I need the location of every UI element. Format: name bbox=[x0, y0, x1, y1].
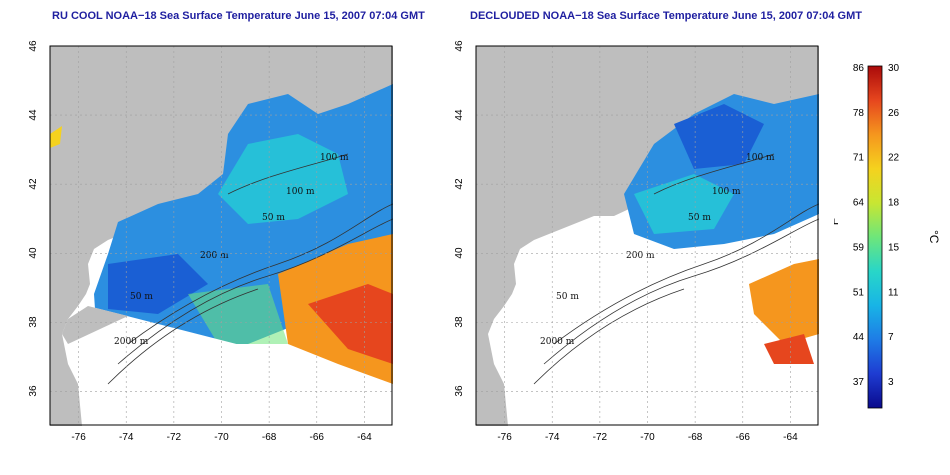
colorbar-c-tick: 26 bbox=[888, 108, 900, 119]
contour-100m bbox=[653, 153, 775, 195]
lat-tick-label: 46 bbox=[28, 40, 39, 52]
sst-patch-blue bbox=[674, 104, 764, 169]
colorbar-c-tick: 30 bbox=[888, 63, 900, 74]
swath-gap bbox=[82, 306, 393, 426]
colorbar-f-tick: 71 bbox=[853, 153, 865, 164]
colorbar-svg: 86 78 71 64 59 51 44 37 30 26 22 18 15 11 7 3 °F °C bbox=[827, 63, 941, 409]
colorbar-f-tick: 51 bbox=[853, 287, 865, 298]
title-left: RU COOL NOAA−18 Sea Surface Temperature … bbox=[52, 10, 425, 22]
lat-tick-label: 36 bbox=[28, 385, 39, 398]
sst-patch-green bbox=[188, 284, 288, 344]
lon-tick-label: -70 bbox=[214, 432, 229, 443]
map-raw: 100 m 100 m 50 m 200 m 50 m 2000 m bbox=[49, 45, 393, 426]
colorbar-f-tick: 64 bbox=[853, 198, 865, 209]
contour-label: 50 m bbox=[130, 292, 153, 302]
lon-tick-label: -76 bbox=[71, 432, 86, 443]
lat-tick-label: 38 bbox=[454, 316, 465, 328]
lon-tick-label: -64 bbox=[783, 432, 798, 443]
contour-50m bbox=[533, 288, 685, 385]
colorbar-f-tick: 59 bbox=[853, 242, 865, 253]
lat-tick-label: 40 bbox=[454, 247, 465, 259]
lat-tick-label: 36 bbox=[454, 385, 465, 398]
contour-label: 200 m bbox=[626, 251, 655, 261]
colorbar-f-tick: 86 bbox=[853, 63, 865, 74]
map-panel-raw: 100 m 100 m 50 m 200 m 50 m 2000 m bbox=[48, 44, 393, 428]
contour-label: 50 m bbox=[688, 213, 711, 223]
sst-patch-blue bbox=[108, 254, 208, 314]
lon-tick-label: -76 bbox=[497, 432, 512, 443]
sst-patch-red bbox=[308, 284, 393, 364]
colorbar-c-tick: 7 bbox=[888, 332, 894, 343]
lat-tick-label: 40 bbox=[28, 247, 39, 259]
sst-edge-yellow bbox=[50, 126, 62, 148]
sst-patch-cyan bbox=[634, 174, 734, 234]
sst-patch-cyan bbox=[218, 134, 348, 224]
contour-label: 50 m bbox=[556, 292, 579, 302]
contour-label: 100 m bbox=[320, 153, 349, 163]
colorbar-c-tick: 22 bbox=[888, 153, 900, 164]
contour-label: 2000 m bbox=[540, 337, 575, 347]
title-right: DECLOUDED NOAA−18 Sea Surface Temperatur… bbox=[470, 10, 862, 22]
colorbar-c-unit: °C bbox=[927, 230, 941, 244]
lat-tick-label: 44 bbox=[454, 109, 465, 121]
contour-50m bbox=[107, 288, 259, 385]
colorbar-f-tick: 44 bbox=[853, 332, 865, 343]
sst-patch-red bbox=[764, 334, 814, 364]
lon-tick-label: -64 bbox=[357, 432, 372, 443]
contour-200m bbox=[553, 203, 819, 345]
lon-tick-label: -66 bbox=[735, 432, 750, 443]
contour-label: 100 m bbox=[712, 187, 741, 197]
lon-tick-label: -68 bbox=[261, 432, 277, 443]
contour-100m bbox=[227, 153, 349, 195]
map-frame bbox=[49, 45, 393, 426]
contour-2000m bbox=[117, 218, 393, 365]
contour-label: 2000 m bbox=[114, 337, 149, 347]
lat-tick-label: 44 bbox=[28, 109, 39, 121]
colorbar-c-tick: 15 bbox=[888, 242, 900, 253]
lon-tick-label: -66 bbox=[309, 432, 324, 443]
lat-tick-label: 42 bbox=[454, 178, 465, 190]
colorbar: 86 78 71 64 59 51 44 37 30 26 22 18 15 11 7 3 °F °C bbox=[827, 58, 944, 418]
colorbar-c-tick: 18 bbox=[888, 198, 900, 209]
lon-tick-label: -74 bbox=[544, 432, 560, 443]
lat-tick-label: 46 bbox=[454, 40, 465, 52]
contour-2000m bbox=[543, 218, 819, 365]
contour-label: 50 m bbox=[262, 213, 285, 223]
colorbar-gradient bbox=[867, 65, 883, 409]
sst-patch-orange bbox=[749, 259, 819, 344]
land-coast-south bbox=[62, 306, 128, 344]
contour-200m bbox=[127, 203, 393, 345]
colorbar-f-tick: 37 bbox=[853, 377, 865, 388]
lon-tick-label: -74 bbox=[118, 432, 134, 443]
lon-tick-label: -72 bbox=[592, 432, 608, 443]
colorbar-c-tick: 11 bbox=[888, 287, 899, 298]
map-panel-declouded: 100 m 100 m 50 m 200 m 50 m 2000 m bbox=[474, 44, 819, 428]
lon-tick-label: -70 bbox=[640, 432, 655, 443]
lat-tick-label: 42 bbox=[28, 178, 39, 190]
map-frame bbox=[475, 45, 819, 426]
lat-tick-label: 38 bbox=[28, 316, 39, 328]
lon-tick-label: -72 bbox=[166, 432, 182, 443]
colorbar-f-unit: °F bbox=[834, 218, 841, 230]
contour-label: 200 m bbox=[200, 251, 229, 261]
colorbar-c-tick: 3 bbox=[888, 377, 894, 388]
colorbar-f-tick: 78 bbox=[853, 108, 865, 119]
lon-tick-label: -68 bbox=[687, 432, 703, 443]
contour-label: 100 m bbox=[286, 187, 315, 197]
contour-label: 100 m bbox=[746, 153, 775, 163]
map-declouded: 100 m 100 m 50 m 200 m 50 m 2000 m bbox=[475, 45, 819, 426]
